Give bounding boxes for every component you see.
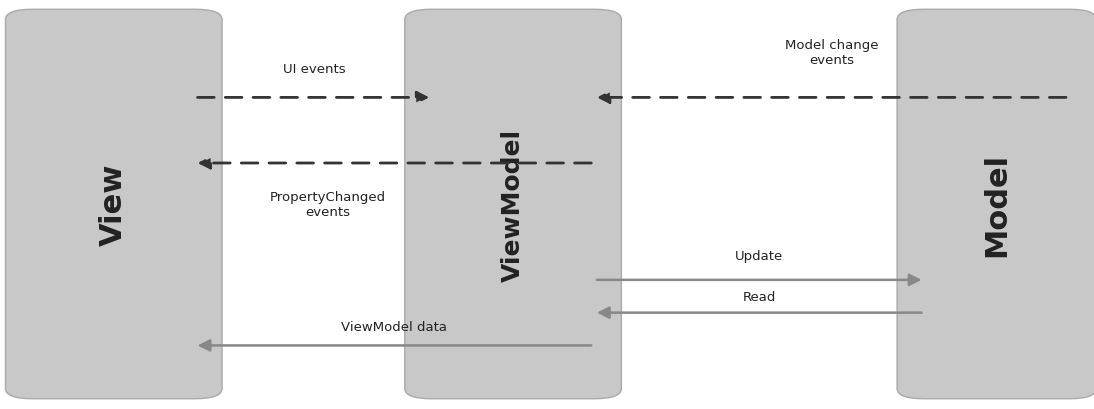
FancyBboxPatch shape	[405, 10, 621, 399]
Text: ViewModel data: ViewModel data	[341, 321, 446, 334]
FancyBboxPatch shape	[5, 10, 222, 399]
Text: Model change
events: Model change events	[784, 39, 878, 67]
Text: Model: Model	[982, 153, 1011, 256]
Text: Read: Read	[743, 290, 776, 303]
Text: Update: Update	[735, 249, 783, 262]
Text: UI events: UI events	[282, 63, 346, 76]
FancyBboxPatch shape	[897, 10, 1094, 399]
Text: View: View	[100, 164, 128, 245]
Text: PropertyChanged
events: PropertyChanged events	[270, 191, 386, 218]
Text: ViewModel: ViewModel	[501, 128, 525, 281]
